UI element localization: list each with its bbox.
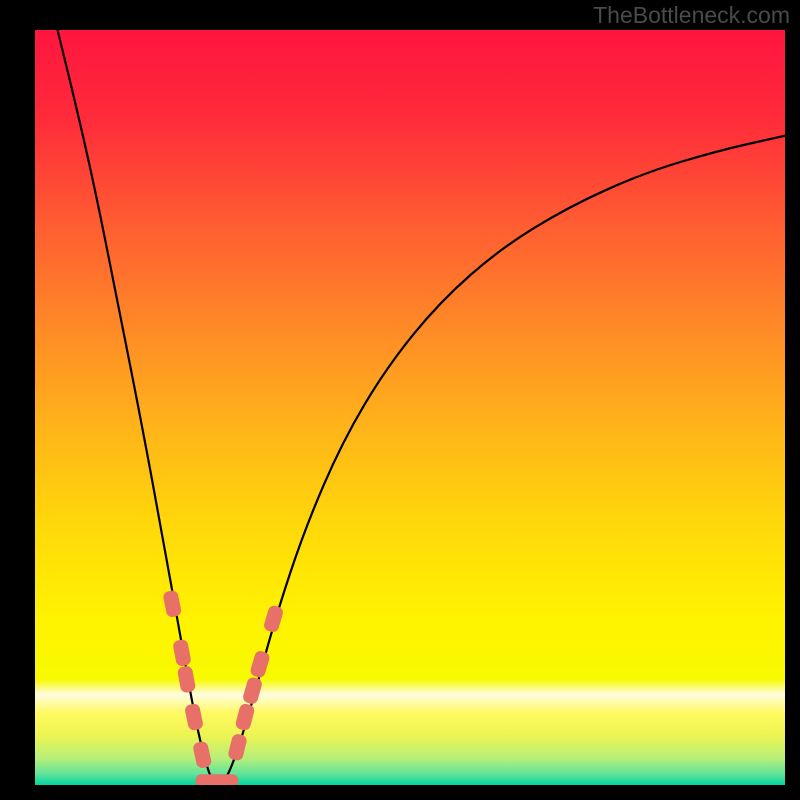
plot-area: [35, 30, 785, 785]
figure-root: TheBottleneck.com: [0, 0, 800, 800]
curve-marker: [211, 774, 238, 785]
plot-svg: [35, 30, 785, 785]
gradient-background: [35, 30, 785, 785]
watermark-text: TheBottleneck.com: [593, 2, 790, 29]
